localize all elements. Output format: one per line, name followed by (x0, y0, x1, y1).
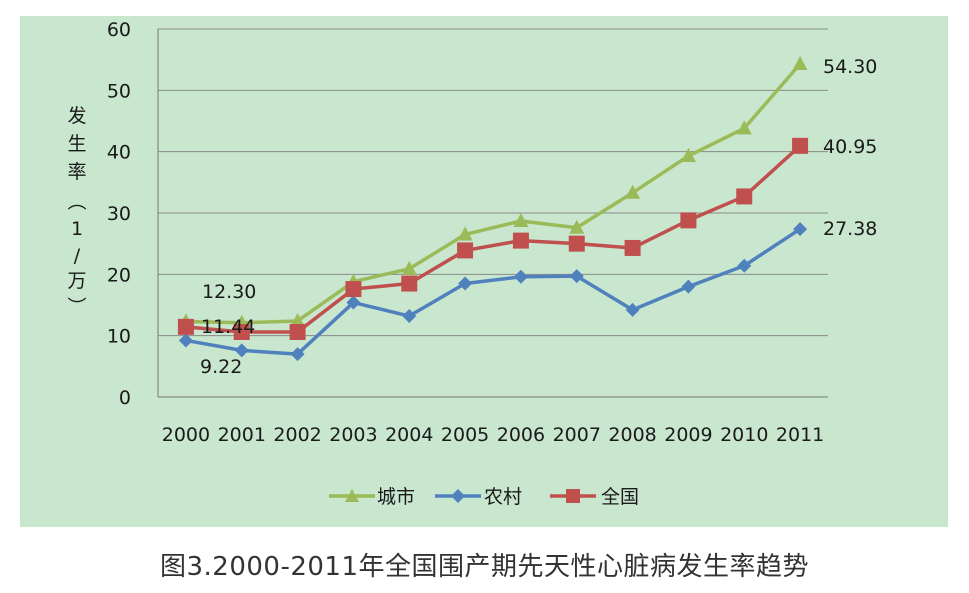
point-national-2001 (233, 323, 250, 340)
point-city-2005 (457, 226, 473, 241)
point-national-2007 (568, 235, 585, 252)
data-label-rural-2011: 27.38 (823, 218, 877, 240)
point-national-2006 (512, 232, 529, 249)
point-rural-2009 (681, 279, 696, 294)
point-national-2010 (736, 188, 753, 205)
grid-lines (158, 28, 828, 337)
point-city-2002 (290, 312, 306, 327)
point-city-2006 (513, 212, 529, 227)
point-national-2011 (792, 137, 809, 154)
point-rural-2002 (290, 347, 305, 362)
y-tick-label-50: 50 (107, 80, 131, 102)
point-national-2000 (177, 318, 194, 335)
point-city-2011 (792, 55, 808, 70)
point-rural-2007 (569, 269, 584, 284)
point-city-2004 (401, 260, 417, 275)
y-tick-label-60: 60 (107, 19, 131, 41)
x-tick-label-2004: 2004 (385, 424, 433, 446)
point-rural-2005 (458, 276, 473, 291)
y-axis-label-char-0: 发 (67, 105, 86, 127)
x-tick-label-2009: 2009 (664, 424, 712, 446)
point-rural-2000 (178, 333, 193, 348)
y-axis-label-char-6: 万 (67, 270, 86, 292)
y-axis-label-char-2: 率 (67, 161, 86, 183)
series-layer (177, 55, 809, 362)
y-axis-label-char-7: ） (65, 296, 87, 315)
point-national-2004 (401, 275, 418, 292)
x-tick-label-2006: 2006 (497, 424, 545, 446)
y-axis-label-char-5: / (74, 245, 81, 267)
data-label-rural-2000: 9.22 (200, 356, 242, 378)
point-rural-2006 (513, 269, 528, 284)
x-tick-labels: 2000 2001 2002 2003 2004 2005 2006 2007 2008 2009… (162, 424, 825, 446)
point-city-2008 (625, 184, 641, 199)
point-national-2005 (457, 242, 474, 259)
point-national-2003 (345, 281, 362, 298)
legend-marker-rural (451, 489, 465, 503)
data-labels: 12.30 11.44 9.22 54.30 40.95 27.38 (200, 56, 877, 378)
legend-item-rural: 农村 (435, 486, 522, 508)
point-national-2008 (624, 239, 641, 256)
point-national-2009 (680, 212, 697, 229)
point-city-2010 (736, 120, 752, 135)
data-label-city-2000: 12.30 (202, 281, 256, 303)
legend-item-city: 城市 (329, 486, 415, 508)
y-tick-label-20: 20 (107, 264, 131, 286)
data-label-city-2011: 54.30 (823, 56, 877, 78)
y-axis-label-char-4: 1 (71, 218, 83, 240)
y-axis-label-char-3: （ (65, 191, 87, 210)
x-tick-label-2003: 2003 (329, 424, 377, 446)
y-tick-label-30: 30 (107, 203, 131, 225)
point-rural-2003 (346, 295, 361, 310)
y-tick-labels: 0 10 20 30 40 50 60 (107, 19, 131, 409)
data-label-national-2011: 40.95 (823, 136, 877, 158)
x-tick-label-2007: 2007 (553, 424, 601, 446)
y-axis-label-char-1: 生 (67, 133, 86, 155)
x-tick-label-2010: 2010 (720, 424, 768, 446)
series-line-rural (185, 227, 802, 356)
legend-marker-national (566, 489, 580, 503)
y-tick-label-40: 40 (107, 142, 131, 164)
point-rural-2008 (625, 302, 640, 317)
x-tick-label-2008: 2008 (608, 424, 656, 446)
point-rural-2004 (402, 309, 417, 324)
x-tick-label-2000: 2000 (162, 424, 210, 446)
point-rural-2010 (737, 258, 752, 273)
legend-item-national: 全国 (550, 486, 639, 508)
series-line-city (185, 62, 802, 325)
y-axis-label: 发生率 （ 1 / 万 ） (65, 105, 87, 316)
legend-marker-city (345, 489, 359, 502)
legend: 城市 农村 全国 (329, 486, 639, 508)
legend-label-rural: 农村 (484, 486, 522, 508)
y-tick-label-0: 0 (119, 387, 131, 409)
point-rural-2011 (793, 222, 808, 237)
x-tick-label-2011: 2011 (776, 424, 824, 446)
chart-panel: 0 10 20 30 40 50 60 2000 2001 2002 2003 2004 2005 20… (20, 16, 948, 527)
legend-label-national: 全国 (601, 486, 639, 508)
x-tick-label-2005: 2005 (441, 424, 489, 446)
x-tick-label-2002: 2002 (273, 424, 321, 446)
series-line-national (185, 144, 802, 334)
legend-label-city: 城市 (377, 486, 415, 508)
x-tick-label-2001: 2001 (218, 424, 266, 446)
point-national-2002 (289, 323, 306, 340)
point-rural-2001 (234, 343, 249, 358)
point-city-2009 (680, 147, 696, 162)
y-tick-label-10: 10 (107, 326, 131, 348)
data-label-national-2000: 11.44 (201, 316, 255, 338)
axes (157, 29, 828, 398)
figure-caption: 图3.2000-2011年全国围产期先天性心脏病发生率趋势 (159, 552, 810, 582)
point-city-2007 (569, 219, 585, 234)
